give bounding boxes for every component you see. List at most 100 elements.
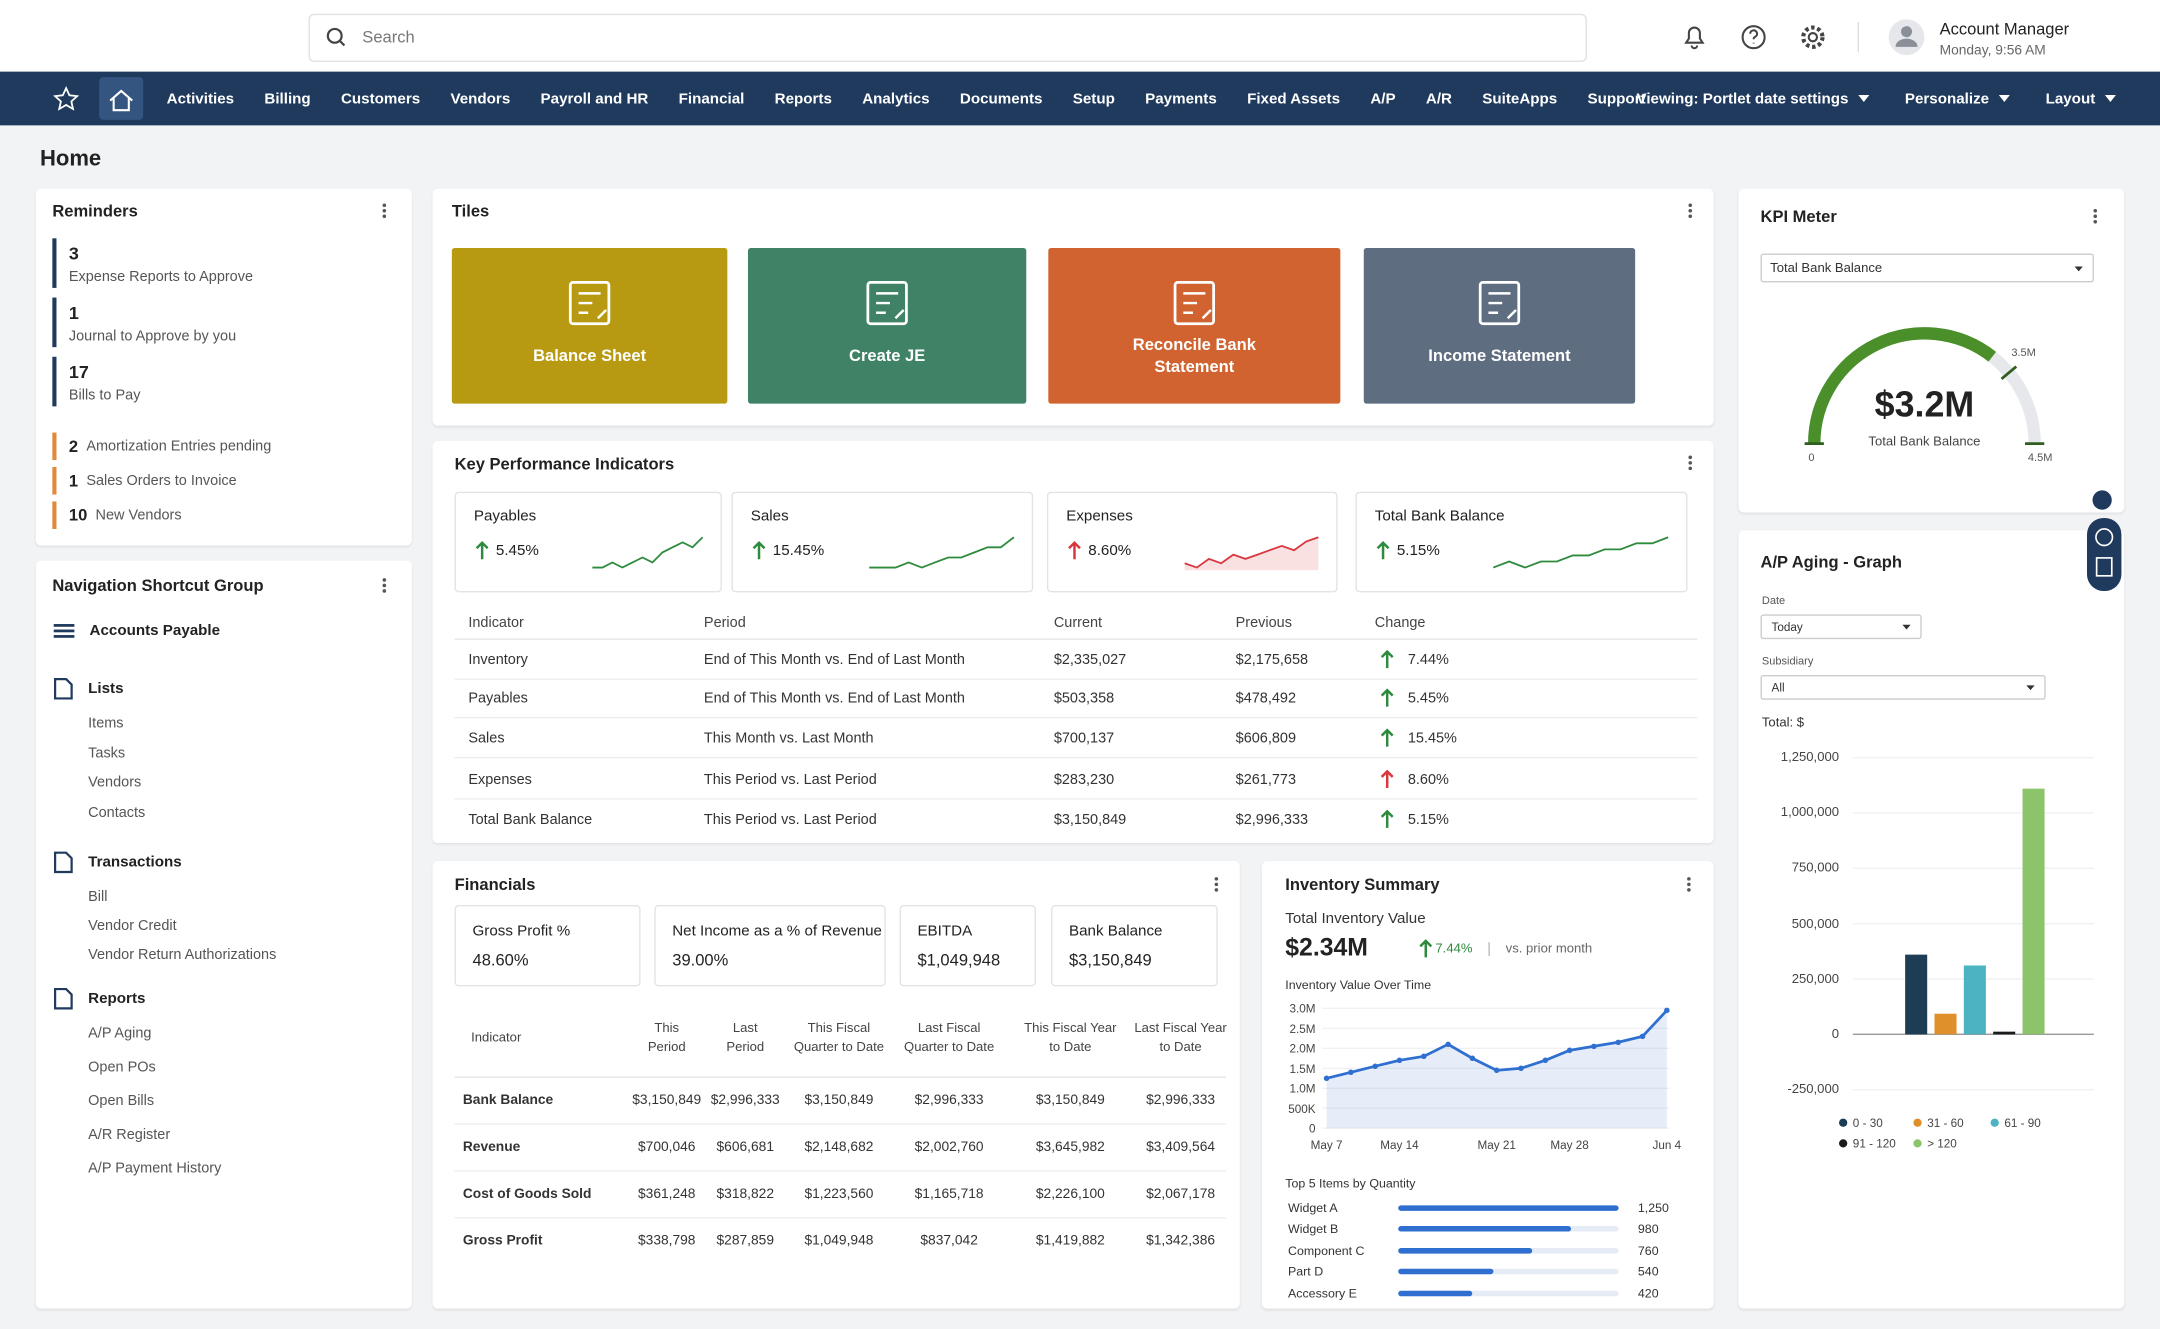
table-cell: Gross Profit xyxy=(462,1233,543,1249)
home-button[interactable] xyxy=(99,77,144,120)
kebab-dot xyxy=(1688,466,1693,471)
reminder-label[interactable]: Sales Orders to Invoice xyxy=(86,472,237,490)
kebab-dot xyxy=(382,589,387,593)
nav-item[interactable]: Analytics xyxy=(862,90,930,107)
legend-swatch xyxy=(1839,1118,1848,1127)
search-icon xyxy=(338,39,346,47)
shortcut-link[interactable]: Vendors xyxy=(88,774,142,791)
kebab-dot xyxy=(1688,461,1693,465)
nav-right-label: Personalize xyxy=(1904,90,1990,107)
table-header: Indicator xyxy=(468,614,524,631)
nav-item[interactable]: Customers xyxy=(340,90,421,107)
nav-item[interactable]: SuiteApps xyxy=(1482,90,1558,107)
financial-value: $1,049,948 xyxy=(917,950,1001,970)
table-cell: $261,773 xyxy=(1235,771,1296,788)
select[interactable] xyxy=(1760,674,2046,700)
shortcut-link[interactable]: Tasks xyxy=(88,744,126,762)
tile[interactable] xyxy=(1363,247,1636,404)
group-icon xyxy=(53,678,73,700)
shortcut-group[interactable]: Transactions xyxy=(88,854,182,871)
kebab-dot xyxy=(1687,882,1691,887)
shortcut-link[interactable]: A/R Register xyxy=(88,1126,171,1143)
table-cell: $700,046 xyxy=(637,1139,696,1156)
table-cell: $2,226,100 xyxy=(1035,1186,1105,1202)
select[interactable] xyxy=(1760,253,2094,283)
line-point xyxy=(1615,1039,1621,1046)
nav-item[interactable]: Activities xyxy=(166,90,235,107)
search-placeholder: Search xyxy=(362,27,415,47)
financial-value: 48.60% xyxy=(472,950,529,970)
caret xyxy=(1858,94,1870,102)
kpi-name: Total Bank Balance xyxy=(1374,508,1505,525)
nav-item[interactable]: Fixed Assets xyxy=(1247,90,1341,107)
nav-item[interactable]: Setup xyxy=(1072,90,1115,107)
shortcut-link[interactable]: Open Bills xyxy=(88,1092,155,1109)
reminder-label[interactable]: New Vendors xyxy=(95,506,182,524)
reminder-label[interactable]: Amortization Entries pending xyxy=(86,438,272,455)
sparkline xyxy=(869,536,1015,569)
nav-right-item[interactable]: Layout xyxy=(2046,90,2116,107)
nav-item[interactable]: Payroll and HR xyxy=(540,90,649,107)
table-cell: $2,002,760 xyxy=(914,1139,984,1156)
nav-item[interactable]: Vendors xyxy=(450,90,511,107)
nav-item[interactable]: Documents xyxy=(959,90,1043,107)
tile-label[interactable]: Income Statement xyxy=(1428,345,1571,366)
nav-item[interactable]: Support xyxy=(1587,90,1646,107)
kpi-name: Sales xyxy=(750,508,789,525)
shortcut-link[interactable]: Items xyxy=(88,714,124,732)
shortcut-link[interactable]: Contacts xyxy=(88,803,146,821)
shortcut-group[interactable]: Lists xyxy=(88,680,124,698)
reminder-row: 2 Amortization Entries pending xyxy=(69,437,271,456)
nav-item[interactable]: Payments xyxy=(1145,90,1217,107)
search-icon xyxy=(326,27,343,44)
search-box[interactable] xyxy=(308,13,1587,62)
table-header: This Period xyxy=(647,1020,686,1056)
tile[interactable] xyxy=(451,247,728,404)
nav-item[interactable]: A/P xyxy=(1370,90,1396,107)
nav-bar xyxy=(0,71,2160,126)
table-cell: $2,996,333 xyxy=(1235,811,1309,828)
bar-label: Widget B xyxy=(1288,1221,1339,1236)
y-tick-label: 500,000 xyxy=(1791,916,1840,932)
shortcut-group[interactable]: Accounts Payable xyxy=(89,622,221,640)
shortcut-group[interactable]: Reports xyxy=(88,990,146,1007)
tile[interactable] xyxy=(748,247,1027,404)
nav-menu: Activities Billing Customers Vendors Payroll… xyxy=(152,72,1661,126)
tile-label[interactable]: Create JE xyxy=(849,345,926,366)
line-point xyxy=(1493,1067,1500,1074)
trend-arrow xyxy=(1376,541,1390,560)
shortcut-link[interactable]: A/P Aging xyxy=(88,1024,152,1042)
nav-item[interactable]: Reports xyxy=(774,90,832,107)
shortcut-link[interactable]: Open POs xyxy=(88,1058,156,1076)
tile-icon xyxy=(1478,281,1521,326)
help-float xyxy=(2092,490,2112,510)
bar xyxy=(1398,1205,1619,1211)
kpi-name: Expenses xyxy=(1066,508,1133,525)
nav-item[interactable]: Financial xyxy=(678,90,745,107)
y-tick-label: 1.5M xyxy=(1289,1061,1316,1076)
shortcut-link[interactable]: Vendor Credit xyxy=(88,917,177,934)
nav-item[interactable]: A/R xyxy=(1425,90,1453,107)
tile-label[interactable]: Balance Sheet xyxy=(533,345,647,366)
card-title: KPI Meter xyxy=(1760,206,1837,226)
tile-label[interactable]: Reconcile Bank Statement xyxy=(1132,334,1256,377)
shortcut-link[interactable]: Bill xyxy=(88,888,108,906)
tile[interactable] xyxy=(1048,247,1341,404)
line-point xyxy=(1639,1033,1646,1040)
gauge-tick-label: 0 xyxy=(1808,451,1815,464)
select-value: Today xyxy=(1771,619,1803,634)
nav-item[interactable]: Billing xyxy=(264,90,311,107)
nav-right-item[interactable]: Personalize xyxy=(1905,90,2010,107)
caret xyxy=(1998,94,2010,102)
table-cell: $3,150,849 xyxy=(1035,1093,1105,1109)
select[interactable] xyxy=(1760,614,1922,640)
nav-right-item[interactable]: Viewing: Portlet date settings xyxy=(1636,90,1870,107)
line-point xyxy=(1323,1075,1330,1082)
table-header: Period xyxy=(703,614,746,631)
shortcut-link[interactable]: A/P Payment History xyxy=(88,1159,222,1177)
sparkline-area xyxy=(1184,537,1319,571)
reminder-label: Bills to Pay xyxy=(68,387,141,404)
kpi-tile xyxy=(454,491,722,593)
shortcut-link[interactable]: Vendor Return Authorizations xyxy=(88,946,277,963)
